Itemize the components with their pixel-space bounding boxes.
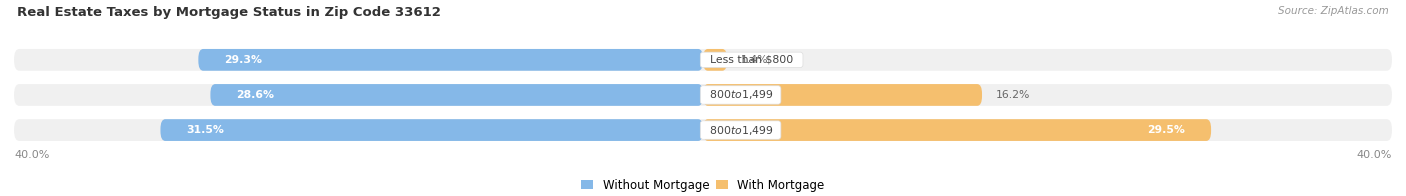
Legend: Without Mortgage, With Mortgage: Without Mortgage, With Mortgage xyxy=(576,174,830,196)
Text: 31.5%: 31.5% xyxy=(186,125,224,135)
FancyBboxPatch shape xyxy=(703,84,981,106)
Text: Source: ZipAtlas.com: Source: ZipAtlas.com xyxy=(1278,6,1389,16)
Text: 29.3%: 29.3% xyxy=(224,55,262,65)
FancyBboxPatch shape xyxy=(211,84,703,106)
Text: 29.5%: 29.5% xyxy=(1147,125,1185,135)
FancyBboxPatch shape xyxy=(198,49,703,71)
Text: Less than $800: Less than $800 xyxy=(703,55,800,65)
FancyBboxPatch shape xyxy=(14,119,1392,141)
FancyBboxPatch shape xyxy=(703,119,1211,141)
FancyBboxPatch shape xyxy=(14,49,1392,71)
Text: 40.0%: 40.0% xyxy=(14,150,49,160)
Text: 1.4%: 1.4% xyxy=(741,55,769,65)
FancyBboxPatch shape xyxy=(160,119,703,141)
Text: 40.0%: 40.0% xyxy=(1357,150,1392,160)
FancyBboxPatch shape xyxy=(14,84,1392,106)
Text: $800 to $1,499: $800 to $1,499 xyxy=(703,123,778,137)
Text: 28.6%: 28.6% xyxy=(236,90,274,100)
Text: 16.2%: 16.2% xyxy=(995,90,1031,100)
Text: $800 to $1,499: $800 to $1,499 xyxy=(703,88,778,102)
FancyBboxPatch shape xyxy=(703,49,727,71)
Text: Real Estate Taxes by Mortgage Status in Zip Code 33612: Real Estate Taxes by Mortgage Status in … xyxy=(17,6,440,19)
